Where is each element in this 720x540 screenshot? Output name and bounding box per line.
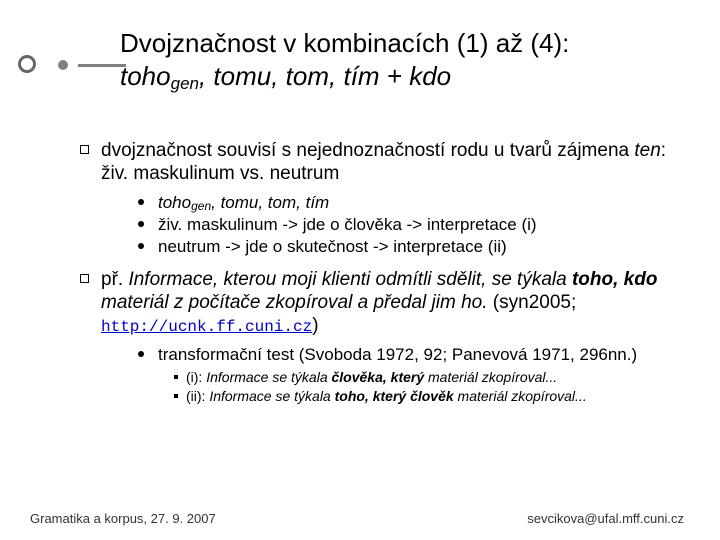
sub-4-text: transformační test (Svoboda 1972, 92; Pa… <box>158 344 637 365</box>
bullet-2: př. Informace, kterou moji klienti odmít… <box>80 269 690 337</box>
b2-bold-a: toho, kdo <box>572 269 657 290</box>
b2-plain-b: ) <box>312 315 318 336</box>
footer-left: Gramatika a korpus, 27. 9. 2007 <box>30 511 216 526</box>
sub1-pre: toho <box>158 193 191 212</box>
bullet-1: dvojznačnost souvisí s nejednoznačností … <box>80 140 690 186</box>
b1-text-a: dvojznačnost souvisí s nejednoznačností … <box>101 140 634 161</box>
sub-item-3: neutrum -> jde o skutečnost -> interpret… <box>138 236 690 257</box>
title-line-1: Dvojznačnost v kombinacích (1) až (4): <box>120 28 680 59</box>
dot-icon <box>138 243 144 249</box>
dot-icon <box>138 351 144 357</box>
sub1-post: , tomu, tom, tím <box>211 193 329 212</box>
slide-title: Dvojznačnost v kombinacích (1) až (4): t… <box>120 28 680 92</box>
ss1-bold: člověka, který <box>332 369 425 385</box>
bullet-2-text: př. Informace, kterou moji klienti odmít… <box>101 269 690 337</box>
ss1-pre: (i): <box>186 369 206 385</box>
slide: Dvojznačnost v kombinacích (1) až (4): t… <box>0 0 720 540</box>
sub-3-text: neutrum -> jde o skutečnost -> interpret… <box>158 236 507 257</box>
title-prefix: toho <box>120 61 171 91</box>
ss1-ital-a: Informace se týkala <box>206 369 331 385</box>
b2-plain-a: (syn2005; <box>488 292 577 313</box>
bullet-1-sublist: tohogen, tomu, tom, tím živ. maskulinum … <box>138 192 690 258</box>
title-rest: , tomu, tom, tím + kdo <box>199 61 451 91</box>
ss1-ital-b: materiál zkopíroval... <box>424 369 557 385</box>
subsub-item-2: (ii): Informace se týkala toho, který čl… <box>174 388 690 406</box>
b1-text-ital: ten <box>634 140 660 161</box>
title-line-2: tohogen, tomu, tom, tím + kdo <box>120 61 680 92</box>
sub-item-2: živ. maskulinum -> jde o člověka -> inte… <box>138 214 690 235</box>
sub1-sub: gen <box>191 199 211 213</box>
slide-body: dvojznačnost souvisí s nejednoznačností … <box>80 140 690 418</box>
sub-item-4: transformační test (Svoboda 1972, 92; Pa… <box>138 344 690 365</box>
hollow-bullet-icon <box>80 274 89 283</box>
title-subscript: gen <box>171 74 199 93</box>
bullet-2-sublist: transformační test (Svoboda 1972, 92; Pa… <box>138 344 690 406</box>
footer-right: sevcikova@ufal.mff.cuni.cz <box>527 511 684 526</box>
sub-1-text: tohogen, tomu, tom, tím <box>158 192 329 213</box>
deco-line <box>78 64 126 67</box>
b2-ital-a: Informace, kterou moji klienti odmítli s… <box>128 269 572 290</box>
sub-2-text: živ. maskulinum -> jde o člověka -> inte… <box>158 214 537 235</box>
tiny-dot-icon <box>174 375 178 379</box>
tiny-dot-icon <box>174 394 178 398</box>
deco-circle-outline <box>18 55 36 73</box>
subsub-item-1: (i): Informace se týkala člověka, který … <box>174 369 690 387</box>
subsub-2-text: (ii): Informace se týkala toho, který čl… <box>186 388 587 406</box>
dot-icon <box>138 199 144 205</box>
b2-pre: př. <box>101 269 128 290</box>
deco-circle-filled <box>58 60 68 70</box>
ss2-bold: toho, který člověk <box>335 388 454 404</box>
dot-icon <box>138 221 144 227</box>
ss2-pre: (ii): <box>186 388 209 404</box>
sub-item-1: tohogen, tomu, tom, tím <box>138 192 690 213</box>
corpus-link[interactable]: http://ucnk.ff.cuni.cz <box>101 318 312 336</box>
ss2-ital-b: materiál zkopíroval... <box>454 388 587 404</box>
sub-sub-list: (i): Informace se týkala člověka, který … <box>174 369 690 406</box>
b2-ital-b: materiál z počítače zkopíroval a předal … <box>101 292 488 313</box>
bullet-1-text: dvojznačnost souvisí s nejednoznačností … <box>101 140 690 186</box>
hollow-bullet-icon <box>80 145 89 154</box>
subsub-1-text: (i): Informace se týkala člověka, který … <box>186 369 557 387</box>
ss2-ital-a: Informace se týkala <box>209 388 334 404</box>
